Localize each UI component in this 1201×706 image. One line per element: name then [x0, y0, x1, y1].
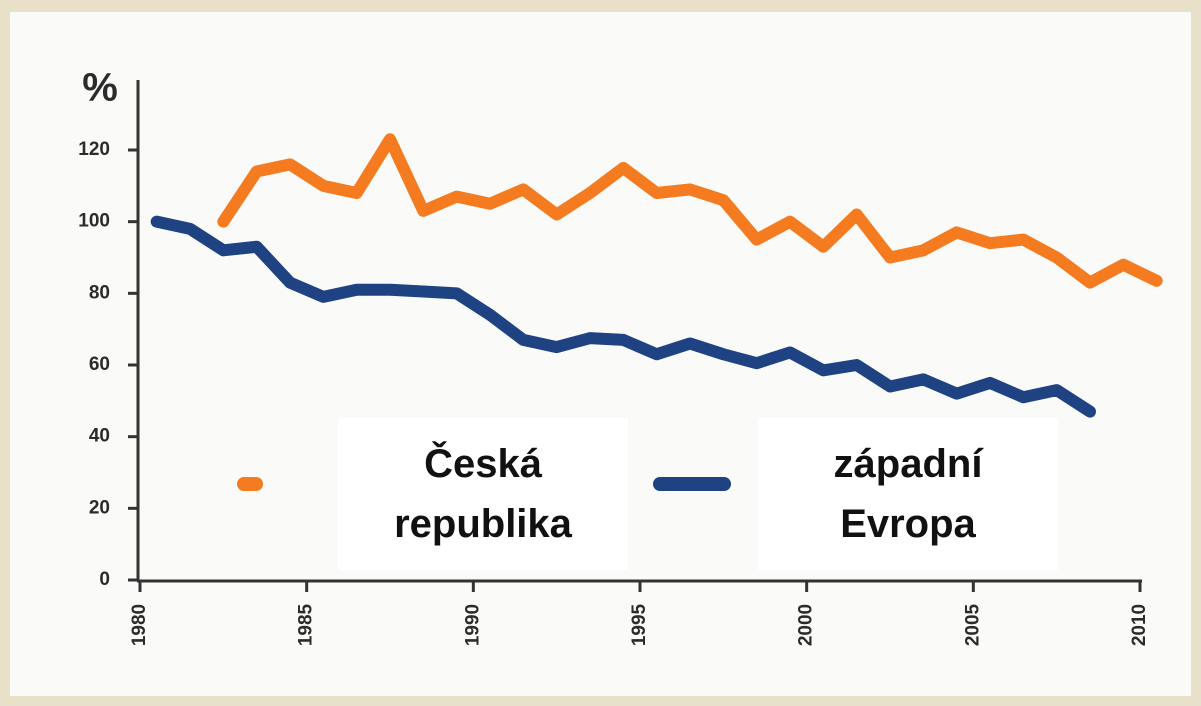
y-tick-label: 60	[89, 354, 110, 375]
plot-background	[10, 12, 1191, 696]
x-tick-label: 2000	[796, 604, 817, 646]
y-axis-label: %	[82, 66, 118, 110]
x-tick-label: 1985	[296, 603, 317, 646]
x-tick-label: 1990	[462, 604, 483, 646]
series-line	[150, 215, 1096, 418]
y-tick-label: 20	[89, 497, 110, 518]
x-tick-label: 2005	[962, 603, 983, 646]
y-tick-label: 40	[89, 426, 110, 447]
y-tick-label: 0	[99, 569, 110, 590]
series-line	[217, 133, 1163, 289]
legend-label: západní Evropa	[834, 442, 985, 546]
x-tick-label: 2010	[1129, 604, 1150, 646]
legend-box	[338, 418, 628, 570]
x-tick-label: 1980	[129, 604, 150, 646]
legend-box	[758, 418, 1058, 570]
y-tick-label: 80	[89, 282, 110, 303]
y-tick-label: 100	[78, 211, 110, 232]
legend-label: Česká republika	[394, 440, 573, 546]
x-tick-label: 1995	[629, 603, 650, 646]
y-tick-label: 120	[78, 139, 110, 160]
